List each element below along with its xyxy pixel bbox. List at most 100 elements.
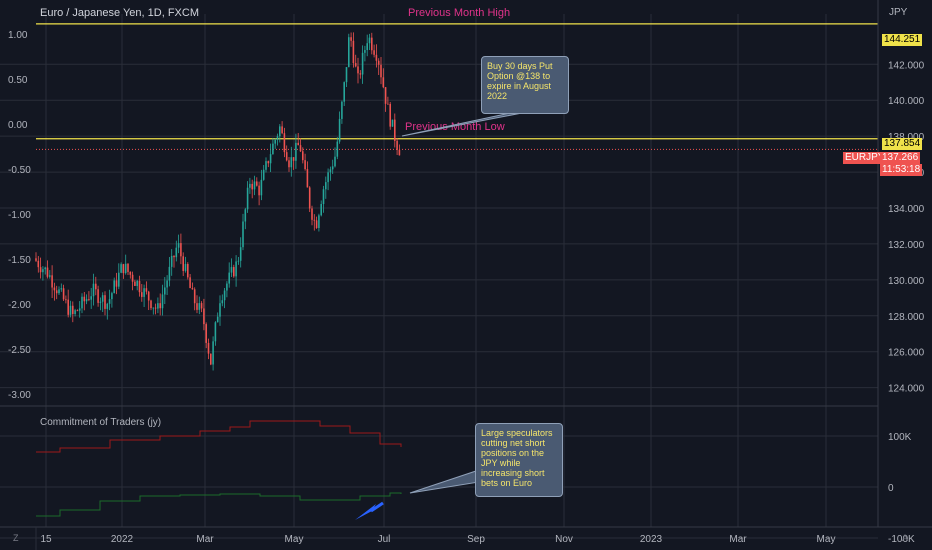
candle-up [322,189,325,204]
candle-up [341,101,343,119]
prev-month-high-label: Previous Month High [408,7,510,19]
candle-up [118,272,120,287]
candle-up [329,169,332,173]
candle-up [108,299,111,304]
candle-down [354,63,357,67]
auto-scale-button[interactable]: A [902,533,909,543]
cot-y-tick-label: 100K [888,432,912,443]
candle-down [302,151,304,161]
candle-up [338,118,341,142]
candle-down [394,119,396,141]
candle-up [364,50,366,53]
x-tick-label: Sep [467,534,485,545]
candle-up [81,296,83,309]
candle-up [216,316,219,323]
candle-down [387,103,389,105]
candle-down [55,290,58,294]
candle-up [237,260,240,262]
candle-up [212,341,214,365]
candle-down [285,152,288,161]
candle-down [122,264,125,274]
candle-up [177,243,180,248]
candle-down [299,145,302,152]
cot-red-line [36,420,402,453]
candle-down [297,142,299,146]
candle-down [65,299,67,301]
indicator-title: Commitment of Traders (jy) [40,417,162,428]
candle-down [382,77,385,88]
candle-down [131,274,134,282]
candle-up [175,247,178,258]
candle-up [331,166,334,170]
y-right-tick-label: 130.000 [888,276,925,287]
speculators-arrow [355,504,376,520]
candle-down [147,291,150,301]
candle-down [159,303,161,309]
candle-down [104,295,106,309]
y-left-tick-label: -3.00 [8,390,31,401]
candle-up [253,181,256,190]
candle-up [262,169,265,180]
x-tick-label: 2022 [111,534,134,545]
candle-up [136,280,138,286]
candle-up [361,52,364,75]
level-lines: Previous Month High Previous Month Low [36,7,878,150]
x-tick-label: Mar [196,534,214,545]
callout-put-option: Buy 30 days Put Option @138 to expire in… [481,56,569,114]
candle-down [134,281,136,286]
candle-up [58,289,60,294]
candle-down [150,300,152,309]
candle-down [53,287,56,291]
candle-up [90,296,92,300]
candle-up [85,299,88,302]
cot-y-tick-label: -100K [888,534,915,545]
candle-up [325,182,327,190]
cot-green-line [36,492,402,517]
timezone-button[interactable]: Z [13,533,19,543]
candle-down [191,288,194,290]
candle-up [348,37,350,68]
candle-up [120,264,122,273]
candle-down [37,260,40,268]
high-price-tag: 144.251 [882,34,923,46]
x-tick-label: 2023 [640,534,663,545]
candle-down [313,219,316,221]
cot-y-tick-label: 0 [888,483,894,494]
candle-down [196,303,198,310]
candle-down [46,267,49,277]
candle-up [170,255,173,267]
y-left-tick-label: -2.50 [8,345,31,356]
candle-up [269,154,272,164]
candle-down [145,288,148,292]
candle-down [141,292,143,297]
candle-down [267,161,270,164]
candle-up [334,156,336,167]
grid [0,14,878,539]
speculators-arrow-shaft [370,501,384,513]
last-price-tag: 137.266 [880,152,921,164]
y-left-tick-label: -1.00 [8,210,31,221]
candle-down [352,40,355,64]
candle-down [62,288,65,300]
x-tick-label: Mar [729,534,747,545]
candle-down [115,280,118,287]
candles [35,32,401,371]
candle-down [350,37,352,41]
candle-up [49,275,51,277]
candle-down [308,187,311,209]
candle-up [106,303,109,309]
candle-up [320,203,322,216]
candle-down [256,181,258,186]
prev-month-low-label: Previous Month Low [405,121,505,133]
candle-up [368,37,371,44]
candle-down [173,255,175,258]
y-right-tick-label: 124.000 [888,384,925,395]
x-tick-label: May [285,534,304,545]
y-right-tick-label: 140.000 [888,96,925,107]
candle-up [69,305,72,315]
candle-up [274,139,276,144]
candle-down [283,133,286,153]
candle-down [233,267,235,277]
y-right-tick-label: 126.000 [888,348,925,359]
